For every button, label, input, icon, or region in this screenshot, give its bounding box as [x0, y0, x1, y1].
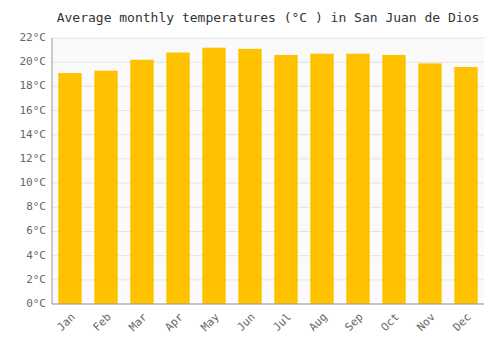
bar: [58, 73, 81, 304]
bar: [382, 55, 405, 304]
x-tick-label: Jun: [235, 311, 258, 334]
bar: [346, 54, 369, 304]
y-tick-label: 20°C: [20, 55, 47, 68]
grid-line: [52, 304, 484, 305]
y-tick-label: 0°C: [26, 297, 46, 310]
y-tick-label: 4°C: [26, 249, 46, 262]
bar: [202, 48, 225, 304]
y-tick-label: 10°C: [20, 176, 47, 189]
bar: [238, 49, 261, 304]
bars: [58, 48, 477, 304]
plot-background: [52, 38, 484, 304]
y-tick-label: 8°C: [26, 200, 46, 213]
bar: [310, 54, 333, 304]
x-tick-labels: Jan Feb Mar Apr May Jun Jul Aug Sep Oct Nov Dec: [55, 310, 474, 334]
chart-container: 0°C 2°C 4°C 6°C 8°C 10°C 12°C 14°C 16°C 18°C 20°C 2…: [0, 0, 500, 350]
y-tick-label: 12°C: [20, 152, 47, 165]
y-tick-label: 14°C: [20, 128, 47, 141]
x-axis-line: [52, 304, 484, 305]
y-tick-labels: 0°C 2°C 4°C 6°C 8°C 10°C 12°C 14°C 16°C 18°C 20°C 2…: [20, 31, 47, 310]
bar: [166, 53, 189, 304]
bar: [94, 71, 117, 304]
x-tick-label: Mar: [127, 310, 151, 334]
x-tick-label: May: [199, 310, 223, 334]
bar: [130, 60, 153, 304]
chart-svg: 0°C 2°C 4°C 6°C 8°C 10°C 12°C 14°C 16°C 18°C 20°C 2…: [0, 0, 500, 350]
x-tick-label: Oct: [379, 311, 402, 334]
bar: [454, 67, 477, 304]
x-tick-label: Apr: [163, 310, 187, 334]
y-axis-line: [52, 38, 53, 304]
page: {"chart_data": {"type": "bar", "title": …: [0, 0, 500, 350]
grid-line: [52, 38, 484, 39]
x-tick-label: Jan: [55, 311, 78, 334]
x-tick-label: Aug: [307, 311, 330, 334]
x-tick-label: Jul: [271, 311, 294, 334]
x-tick-label: Feb: [91, 311, 114, 334]
y-tick-label: 22°C: [20, 31, 47, 44]
y-tick-label: 2°C: [26, 273, 46, 286]
y-tick-label: 16°C: [20, 104, 47, 117]
grid: [52, 38, 484, 304]
x-tick-label: Dec: [451, 311, 474, 334]
y-tick-label: 18°C: [20, 79, 47, 92]
y-tick-label: 6°C: [26, 224, 46, 237]
bar: [274, 55, 297, 304]
bar: [418, 63, 441, 304]
x-tick-label: Sep: [343, 311, 366, 334]
grid-line: [52, 62, 484, 63]
chart-title: Average monthly temperatures (°C ) in Sa…: [57, 10, 480, 25]
x-tick-label: Nov: [415, 310, 439, 334]
